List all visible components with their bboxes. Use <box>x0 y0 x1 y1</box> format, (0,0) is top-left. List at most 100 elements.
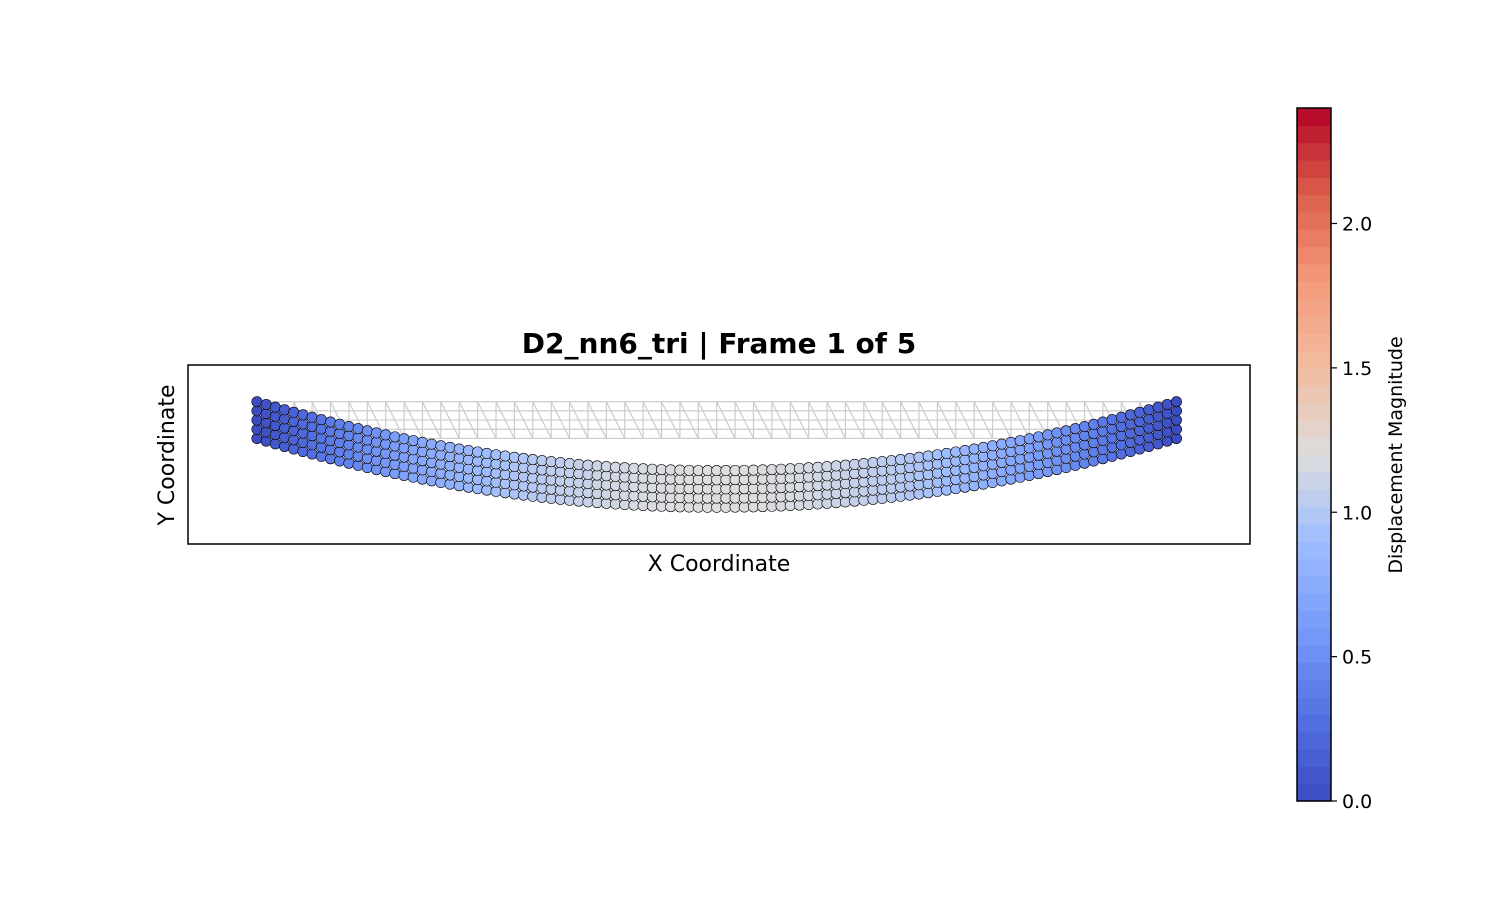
node-point <box>692 483 704 495</box>
node-point <box>683 501 695 513</box>
node-point <box>922 459 934 471</box>
node-point <box>518 471 530 483</box>
node-point <box>564 476 576 488</box>
node-point <box>416 473 428 485</box>
node-point <box>499 459 511 471</box>
node-point <box>297 446 309 458</box>
node-point <box>968 471 980 483</box>
node-point <box>683 473 695 485</box>
node-point <box>1106 441 1118 453</box>
node-point <box>793 490 805 502</box>
node-point <box>352 432 364 444</box>
node-point <box>885 455 897 467</box>
node-point <box>545 456 557 468</box>
x-axis-label: X Coordinate <box>648 552 791 577</box>
node-point <box>462 481 474 493</box>
node-point <box>729 501 741 513</box>
node-point <box>996 447 1008 459</box>
node-point <box>1042 456 1054 468</box>
node-point <box>692 501 704 513</box>
colorbar-band <box>1297 471 1331 490</box>
colorbar-band <box>1297 333 1331 352</box>
node-point <box>1161 408 1173 420</box>
node-point <box>306 448 318 460</box>
node-point <box>453 471 465 483</box>
node-point <box>812 498 824 510</box>
node-point <box>931 467 943 479</box>
node-point <box>977 460 989 472</box>
node-point <box>472 446 484 458</box>
node-point <box>968 480 980 492</box>
node-point <box>251 414 263 426</box>
node-point <box>600 497 612 509</box>
node-point <box>1078 420 1090 432</box>
node-point <box>766 491 778 503</box>
node-point <box>711 501 723 513</box>
node-point <box>334 455 346 467</box>
colorbar-band <box>1297 385 1331 404</box>
node-point <box>481 484 493 496</box>
node-point <box>545 474 557 486</box>
node-point <box>260 398 272 410</box>
colorbar-band <box>1297 575 1331 594</box>
node-point <box>1134 434 1146 446</box>
node-point <box>380 447 392 459</box>
colorbar-band <box>1297 350 1331 369</box>
node-point <box>361 434 373 446</box>
node-point <box>711 492 723 504</box>
node-point <box>435 467 447 479</box>
node-point <box>279 404 291 416</box>
node-point <box>288 425 300 437</box>
node-point <box>481 475 493 487</box>
node-point <box>821 488 833 500</box>
node-point <box>913 470 925 482</box>
node-point <box>1115 420 1127 432</box>
node-point <box>941 457 953 469</box>
node-point <box>573 486 585 498</box>
node-point <box>895 472 907 484</box>
node-point <box>1042 447 1054 459</box>
node-point <box>803 489 815 501</box>
node-point <box>407 471 419 483</box>
node-point <box>839 496 851 508</box>
node-point <box>839 487 851 499</box>
node-point <box>554 475 566 487</box>
node-point <box>702 492 714 504</box>
node-point <box>683 464 695 476</box>
node-point <box>1014 462 1026 474</box>
node-point <box>343 448 355 460</box>
colorbar-band <box>1297 454 1331 473</box>
node-point <box>1088 455 1100 467</box>
node-point <box>518 452 530 464</box>
node-point <box>665 482 677 494</box>
node-point <box>1005 446 1017 458</box>
node-point <box>334 418 346 430</box>
node-point <box>251 423 263 435</box>
node-point <box>407 453 419 465</box>
node-point <box>582 478 594 490</box>
node-point <box>279 431 291 443</box>
node-point <box>968 452 980 464</box>
plot-area <box>251 396 1182 513</box>
node-point <box>812 470 824 482</box>
node-point <box>554 484 566 496</box>
node-point <box>343 430 355 442</box>
node-point <box>628 481 640 493</box>
node-point <box>665 501 677 513</box>
node-point <box>361 443 373 455</box>
node-point <box>380 456 392 468</box>
node-point <box>591 469 603 481</box>
colorbar-band <box>1297 662 1331 681</box>
node-point <box>692 464 704 476</box>
node-point <box>996 475 1008 487</box>
node-point <box>941 466 953 478</box>
node-point <box>977 469 989 481</box>
node-point <box>885 464 897 476</box>
node-point <box>545 465 557 477</box>
node-point <box>297 409 309 421</box>
node-point <box>1088 427 1100 439</box>
node-point <box>554 493 566 505</box>
node-point <box>1033 468 1045 480</box>
node-point <box>499 450 511 462</box>
node-point <box>361 452 373 464</box>
